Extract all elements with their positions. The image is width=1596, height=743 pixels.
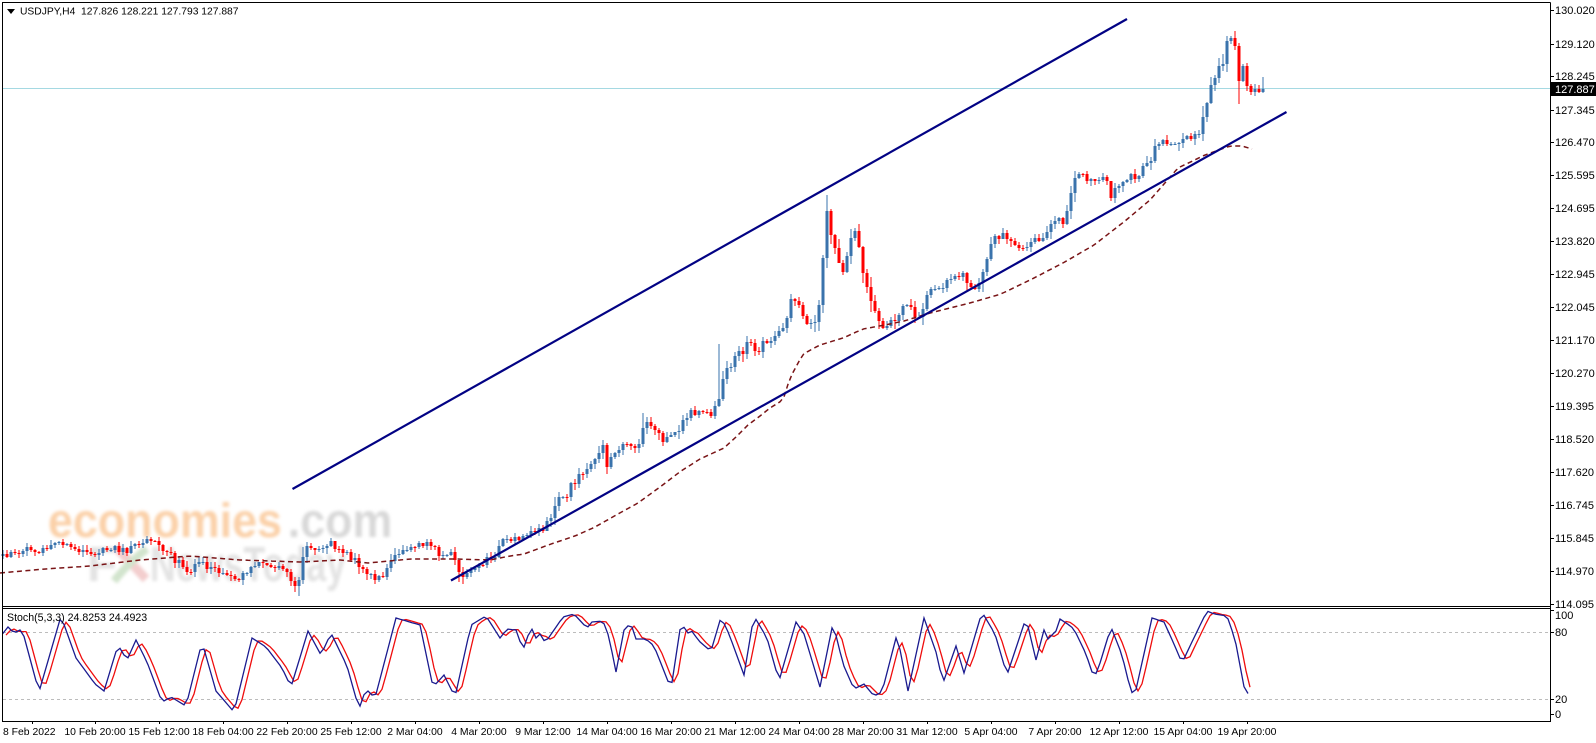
svg-text:2 Mar 04:00: 2 Mar 04:00	[387, 727, 443, 738]
svg-text:14 Mar 04:00: 14 Mar 04:00	[576, 727, 637, 738]
svg-text:16 Mar 20:00: 16 Mar 20:00	[640, 727, 701, 738]
svg-text:118.520: 118.520	[1555, 434, 1594, 446]
svg-text:100: 100	[1555, 610, 1573, 622]
svg-text:129.120: 129.120	[1555, 39, 1595, 51]
svg-text:Stoch(5,3,3) 24.8253 24.4923: Stoch(5,3,3) 24.8253 24.4923	[7, 612, 147, 624]
svg-text:15 Apr 04:00: 15 Apr 04:00	[1154, 727, 1213, 738]
svg-text:127.887: 127.887	[1555, 84, 1595, 96]
svg-text:116.745: 116.745	[1555, 500, 1594, 512]
svg-text:8 Feb 2022: 8 Feb 2022	[3, 727, 56, 738]
svg-text:128.245: 128.245	[1555, 71, 1595, 83]
svg-text:125.595: 125.595	[1555, 170, 1595, 182]
svg-text:114.970: 114.970	[1555, 566, 1594, 578]
svg-text:9 Mar 12:00: 9 Mar 12:00	[515, 727, 571, 738]
svg-text:31 Mar 12:00: 31 Mar 12:00	[896, 727, 957, 738]
svg-text:21 Mar 12:00: 21 Mar 12:00	[704, 727, 765, 738]
svg-text:123.820: 123.820	[1555, 236, 1595, 248]
svg-text:124.695: 124.695	[1555, 203, 1595, 215]
svg-text:10 Feb 20:00: 10 Feb 20:00	[64, 727, 125, 738]
svg-text:28 Mar 20:00: 28 Mar 20:00	[832, 727, 893, 738]
svg-text:economies: economies	[48, 494, 282, 548]
svg-text:120.270: 120.270	[1555, 368, 1595, 380]
svg-text:0: 0	[1555, 709, 1561, 721]
svg-text:.com: .com	[288, 494, 392, 548]
svg-text:7 Apr 20:00: 7 Apr 20:00	[1028, 727, 1081, 738]
svg-text:121.170: 121.170	[1555, 335, 1595, 347]
svg-text:122.045: 122.045	[1555, 302, 1595, 314]
svg-text:12 Apr 12:00: 12 Apr 12:00	[1090, 727, 1149, 738]
svg-text:4 Mar 20:00: 4 Mar 20:00	[451, 727, 507, 738]
svg-text:114.095: 114.095	[1555, 599, 1594, 611]
svg-text:22 Feb 20:00: 22 Feb 20:00	[256, 727, 317, 738]
svg-text:119.395: 119.395	[1555, 401, 1594, 413]
svg-text:122.945: 122.945	[1555, 269, 1595, 281]
svg-text:126.470: 126.470	[1555, 137, 1595, 149]
svg-text:20: 20	[1555, 694, 1567, 706]
svg-text:15 Feb 12:00: 15 Feb 12:00	[128, 727, 189, 738]
svg-text:80: 80	[1555, 627, 1567, 639]
svg-text:18 Feb 04:00: 18 Feb 04:00	[192, 727, 253, 738]
svg-text:19 Apr 20:00: 19 Apr 20:00	[1218, 727, 1277, 738]
svg-text:24 Mar 04:00: 24 Mar 04:00	[768, 727, 829, 738]
svg-text:25 Feb 12:00: 25 Feb 12:00	[320, 727, 381, 738]
svg-text:USDJPY,H4 127.826 128.221 127: USDJPY,H4 127.826 128.221 127.793 127.88…	[20, 7, 239, 18]
svg-text:130.020: 130.020	[1555, 5, 1595, 17]
svg-text:127.345: 127.345	[1555, 105, 1595, 117]
svg-text:117.620: 117.620	[1555, 467, 1594, 479]
svg-text:115.845: 115.845	[1555, 533, 1594, 545]
svg-text:5 Apr 04:00: 5 Apr 04:00	[964, 727, 1017, 738]
